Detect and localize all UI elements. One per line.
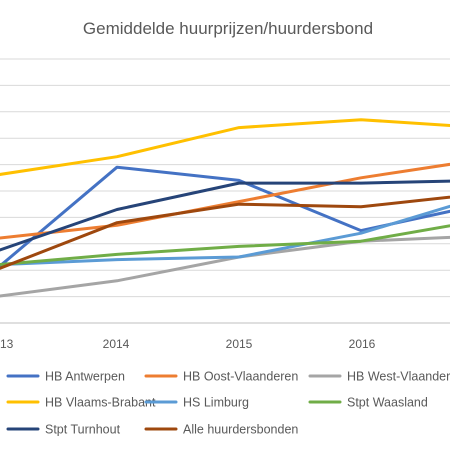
- series-line-stpt-waasland: [0, 224, 450, 266]
- legend-label: HB West-Vlaanderen: [347, 370, 450, 384]
- legend: HB Antwerpen HB Oost-Vlaanderen HB West-Vl…: [6, 370, 450, 437]
- chart-title: Gemiddelde huurprijzen/huurdersbond: [83, 19, 373, 38]
- series-line-stpt-turnhout: [0, 179, 450, 252]
- legend-label: HB Antwerpen: [45, 370, 125, 384]
- x-tick-label: 2014: [103, 337, 130, 351]
- legend-label: HS Limburg: [183, 396, 249, 410]
- legend-label: Stpt Turnhout: [45, 423, 121, 437]
- legend-label: HB Vlaams-Brabant: [45, 396, 156, 410]
- x-axis-ticks: 13 2014 2015 2016: [0, 337, 376, 351]
- series-line-hb-west-vlaanderen: [0, 235, 450, 298]
- x-tick-label: 2016: [349, 337, 376, 351]
- series-line-alle-huurdersbonden: [0, 195, 450, 270]
- legend-label: Stpt Waasland: [347, 396, 428, 410]
- legend-label: Alle huurdersbonden: [183, 423, 298, 437]
- legend-label: HB Oost-Vlaanderen: [183, 370, 298, 384]
- gridlines: [0, 58, 450, 324]
- series-line-hs-limburg: [0, 204, 450, 267]
- series-line-hb-oost-vlaanderen: [0, 162, 450, 240]
- x-tick-label: 13: [0, 337, 14, 351]
- series-line-hb-vlaams-brabant: [0, 118, 450, 176]
- x-tick-label: 2015: [226, 337, 253, 351]
- series-lines: [0, 118, 450, 298]
